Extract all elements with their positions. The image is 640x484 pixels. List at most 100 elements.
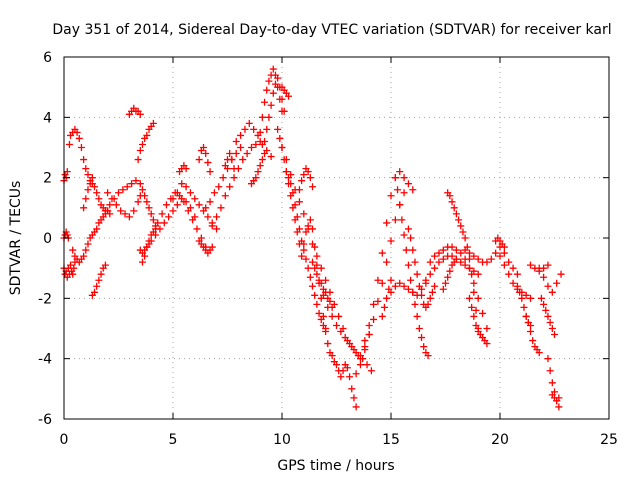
data-point [217,204,225,212]
data-point [383,219,391,227]
data-point [409,246,417,254]
data-point [125,213,133,221]
data-point [138,140,146,148]
data-point [204,213,212,221]
data-point [261,98,269,106]
data-point [407,234,415,242]
data-point [309,240,317,248]
data-point [337,373,345,381]
data-point [313,300,321,308]
data-point [522,312,530,320]
data-point [213,225,221,233]
data-point [230,174,238,182]
data-point [84,171,92,179]
data-point [457,249,465,257]
data-point [97,270,105,278]
data-point [341,334,349,342]
series-s10 [125,104,144,118]
data-point [479,309,487,317]
data-point [256,128,264,136]
data-point [448,198,456,206]
data-point [324,340,332,348]
data-point [245,119,253,127]
data-point [404,261,412,269]
data-point [304,264,312,272]
data-point [555,394,563,402]
x-tick-label: 0 [60,432,69,448]
data-point [363,361,371,369]
data-point [93,282,101,290]
data-point [335,312,343,320]
data-point [346,373,354,381]
data-point [206,168,214,176]
data-point [551,331,558,339]
data-point [70,264,78,272]
series-s33 [319,291,375,375]
data-point [365,321,373,329]
data-point [555,403,563,411]
data-point [300,210,308,218]
data-point [537,294,545,302]
data-point [540,273,548,281]
data-point [448,243,456,251]
series-s34 [356,168,408,360]
data-point [431,264,439,272]
data-point [422,279,430,287]
data-point [396,279,404,287]
data-point [378,312,386,320]
data-point [91,183,99,191]
data-point [398,216,406,224]
y-tick-label: 4 [43,110,52,126]
data-point [69,270,77,278]
data-point [67,261,75,269]
series-s46 [492,234,508,251]
data-point [134,198,142,206]
data-point [378,249,386,257]
data-point [387,237,395,245]
data-point [328,352,336,360]
series-s7 [88,261,109,299]
data-point [145,204,153,212]
data-point [274,125,282,133]
series-s18 [195,144,214,176]
data-point [404,285,412,293]
series-s44 [465,294,491,348]
data-point [404,225,412,233]
data-point [210,189,218,197]
data-point [117,207,125,215]
data-point [73,128,81,136]
data-point [143,198,151,206]
data-point [317,315,325,323]
data-point [411,258,419,266]
data-point [450,204,458,212]
data-point [63,168,71,176]
data-point [123,183,131,191]
data-point [237,144,245,151]
data-point [263,125,271,133]
series-s17 [176,162,190,176]
data-point [465,264,473,272]
data-point [365,331,373,339]
data-point [361,346,369,354]
data-point [291,201,299,209]
data-point [239,156,247,164]
series-s11 [134,119,157,164]
data-point [418,334,426,342]
data-point [339,367,347,375]
data-point [527,261,535,269]
data-point [400,174,408,182]
series-s12 [136,180,160,230]
data-point [69,246,77,254]
data-point [505,270,513,278]
data-point [487,255,495,263]
data-point [243,150,251,158]
data-point [84,186,92,194]
data-point [195,156,203,164]
data-point [232,150,240,158]
data-point [383,258,391,266]
data-point [396,168,404,176]
data-point [400,231,408,239]
data-point [263,86,271,94]
